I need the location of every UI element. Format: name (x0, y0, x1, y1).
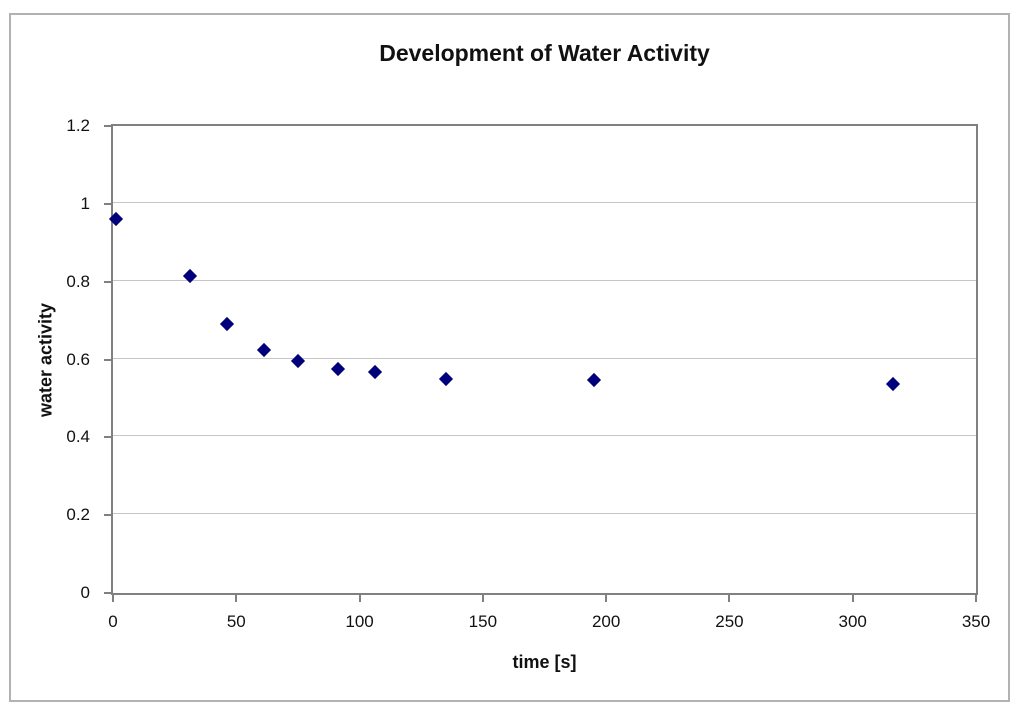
y-axis-tick (104, 592, 112, 594)
x-axis-tick (851, 595, 854, 602)
y-tick-label: 1.2 (66, 116, 90, 135)
y-tick-label: 0 (80, 583, 90, 602)
y-axis-tick (104, 202, 112, 205)
x-axis-tick (235, 595, 238, 602)
x-axis-tick (728, 595, 731, 602)
y-gridline (113, 513, 976, 515)
x-tick-label: 350 (961, 612, 991, 631)
data-point-marker (219, 317, 234, 332)
x-tick-label: 100 (345, 612, 374, 631)
chart-title: Development of Water Activity (379, 40, 710, 66)
y-axis-tick (104, 514, 112, 517)
y-gridline (113, 357, 976, 359)
x-tick-label: 200 (591, 612, 621, 631)
y-tick-label: 0.6 (66, 349, 90, 369)
y-tick-label: 1 (80, 193, 90, 213)
data-point-marker (256, 342, 271, 357)
data-point-marker (587, 373, 602, 388)
data-point-marker (367, 365, 382, 380)
x-tick-label: 0 (108, 612, 118, 631)
y-axis-tick (104, 280, 112, 283)
data-point-marker (108, 212, 123, 227)
plot-area (108, 124, 978, 595)
x-tick-label: 50 (226, 612, 246, 631)
data-point-marker (330, 361, 345, 376)
data-point-marker (885, 377, 900, 392)
x-axis-tick (358, 595, 361, 602)
y-axis-tick (104, 125, 112, 127)
y-axis-tick (104, 358, 112, 361)
x-axis-tick (481, 595, 484, 602)
y-tick-label: 0.4 (66, 427, 90, 447)
y-gridline (113, 279, 976, 281)
y-gridline (113, 435, 976, 437)
y-gridline (113, 201, 976, 203)
x-tick-label: 300 (838, 612, 867, 631)
data-point-marker (439, 371, 454, 386)
x-axis-tick (975, 595, 977, 602)
y-tick-label: 0.8 (66, 271, 90, 291)
data-point-marker (182, 268, 197, 283)
x-axis-tick (605, 595, 608, 602)
y-axis-tick (104, 436, 112, 439)
data-point-marker (291, 354, 306, 369)
x-axis-title: time [s] (512, 652, 577, 672)
x-tick-label: 250 (715, 612, 744, 631)
y-tick-label: 0.2 (66, 505, 90, 525)
x-axis-tick (112, 595, 114, 602)
x-tick-label: 150 (468, 612, 498, 631)
